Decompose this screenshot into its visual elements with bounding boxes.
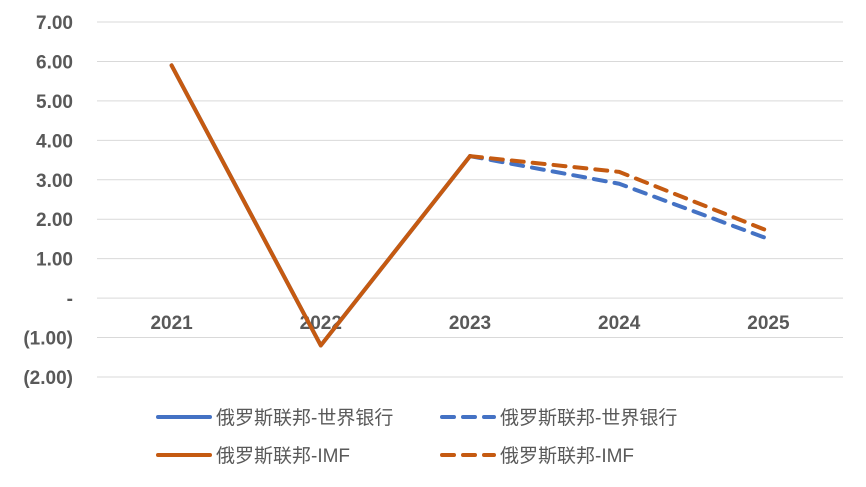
x-tick-label: 2021 (150, 313, 193, 334)
x-axis-tick-labels: 2021 2022 2023 2024 2025 (150, 313, 790, 334)
y-tick-label: (1.00) (23, 329, 73, 350)
y-tick-label: - (67, 289, 73, 310)
series-line-3 (468, 154, 771, 234)
legend-label: 俄罗斯联邦-世界银行 (500, 407, 677, 429)
series-line-0 (169, 63, 472, 348)
x-tick-label: 2024 (598, 313, 641, 334)
x-tick-label: 2025 (747, 313, 790, 334)
y-axis-tick-labels: 7.00 6.00 5.00 4.00 3.00 2.00 1.00 - (1.00) (2.00… (23, 13, 73, 389)
series-line-2 (169, 63, 472, 348)
y-tick-label: 4.00 (36, 131, 73, 152)
gridlines (97, 21, 843, 378)
y-tick-label: 7.00 (36, 13, 73, 34)
series-line-1 (468, 154, 771, 241)
y-tick-label: 3.00 (36, 171, 73, 192)
legend-label: 俄罗斯联邦-世界银行 (216, 407, 393, 429)
y-tick-label: 6.00 (36, 52, 73, 73)
y-tick-label: 1.00 (36, 250, 73, 271)
y-tick-label: 5.00 (36, 92, 73, 113)
x-tick-label: 2023 (449, 313, 491, 334)
legend-label: 俄罗斯联邦-IMF (500, 445, 634, 467)
legend-label: 俄罗斯联邦-IMF (216, 445, 350, 467)
y-tick-label: 2.00 (36, 210, 73, 231)
y-tick-label: (2.00) (23, 368, 73, 389)
series-lines (169, 63, 771, 348)
